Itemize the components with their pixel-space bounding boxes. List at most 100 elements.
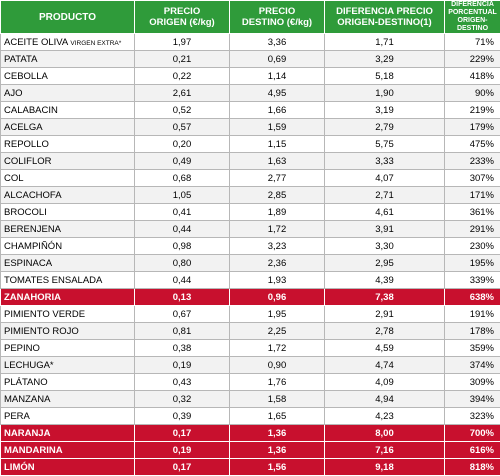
- cell-precio-origen: 0,67: [135, 306, 230, 323]
- product-name: BROCOLI: [4, 207, 47, 218]
- cell-precio-origen: 0,81: [135, 323, 230, 340]
- cell-product: MANDARINA: [1, 442, 135, 459]
- cell-precio-destino: 1,89: [230, 204, 325, 221]
- cell-porcentaje: 323%: [445, 408, 500, 425]
- cell-porcentaje: 339%: [445, 272, 500, 289]
- cell-diferencia: 7,16: [325, 442, 445, 459]
- cell-porcentaje: 818%: [445, 459, 500, 476]
- product-name: NARANJA: [4, 428, 50, 439]
- cell-product: LIMÓN: [1, 459, 135, 476]
- cell-precio-destino: 2,36: [230, 255, 325, 272]
- cell-precio-destino: 1,66: [230, 102, 325, 119]
- cell-porcentaje: 230%: [445, 238, 500, 255]
- cell-product: CALABACIN: [1, 102, 135, 119]
- cell-precio-origen: 2,61: [135, 85, 230, 102]
- product-name: CALABACIN: [4, 105, 58, 116]
- cell-product: ACEITE OLIVA VIRGEN EXTRA*: [1, 34, 135, 51]
- product-name: LECHUGA*: [4, 360, 54, 371]
- cell-precio-destino: 1,72: [230, 221, 325, 238]
- cell-precio-destino: 1,15: [230, 136, 325, 153]
- cell-precio-destino: 1,36: [230, 442, 325, 459]
- product-name: REPOLLO: [4, 139, 49, 150]
- product-name: TOMATES ENSALADA: [4, 275, 102, 286]
- cell-precio-destino: 1,95: [230, 306, 325, 323]
- cell-diferencia: 1,90: [325, 85, 445, 102]
- cell-precio-origen: 0,39: [135, 408, 230, 425]
- cell-diferencia: 4,94: [325, 391, 445, 408]
- cell-precio-origen: 0,17: [135, 425, 230, 442]
- cell-product: COLIFLOR: [1, 153, 135, 170]
- cell-precio-origen: 0,49: [135, 153, 230, 170]
- product-name: COLIFLOR: [4, 156, 52, 167]
- cell-precio-destino: 0,96: [230, 289, 325, 306]
- cell-diferencia: 4,59: [325, 340, 445, 357]
- cell-precio-origen: 0,17: [135, 459, 230, 476]
- header-row: PRODUCTO PRECIO ORIGEN (€/kg) PRECIO DES…: [1, 1, 500, 34]
- cell-precio-destino: 1,93: [230, 272, 325, 289]
- cell-porcentaje: 638%: [445, 289, 500, 306]
- header-precio-destino: PRECIO DESTINO (€/kg): [230, 1, 325, 34]
- product-name: ZANAHORIA: [4, 292, 61, 303]
- cell-product: CEBOLLA: [1, 68, 135, 85]
- cell-precio-destino: 3,23: [230, 238, 325, 255]
- cell-precio-destino: 2,77: [230, 170, 325, 187]
- cell-product: LECHUGA*: [1, 357, 135, 374]
- product-name: CEBOLLA: [4, 71, 48, 82]
- cell-precio-destino: 2,25: [230, 323, 325, 340]
- header-precio-destino-line1: PRECIO: [259, 6, 295, 17]
- cell-precio-origen: 0,21: [135, 51, 230, 68]
- cell-product: MANZANA: [1, 391, 135, 408]
- cell-porcentaje: 475%: [445, 136, 500, 153]
- cell-product: PATATA: [1, 51, 135, 68]
- cell-diferencia: 4,74: [325, 357, 445, 374]
- cell-diferencia: 2,91: [325, 306, 445, 323]
- cell-precio-destino: 1,65: [230, 408, 325, 425]
- cell-porcentaje: 309%: [445, 374, 500, 391]
- product-name: MANZANA: [4, 394, 50, 405]
- product-name: PERA: [4, 411, 30, 422]
- cell-diferencia: 9,18: [325, 459, 445, 476]
- cell-porcentaje: 191%: [445, 306, 500, 323]
- cell-precio-origen: 0,80: [135, 255, 230, 272]
- product-name: COL: [4, 173, 24, 184]
- cell-precio-origen: 0,52: [135, 102, 230, 119]
- cell-product: BROCOLI: [1, 204, 135, 221]
- product-name: BERENJENA: [4, 224, 61, 235]
- cell-diferencia: 4,39: [325, 272, 445, 289]
- cell-porcentaje: 178%: [445, 323, 500, 340]
- cell-product: REPOLLO: [1, 136, 135, 153]
- cell-diferencia: 1,71: [325, 34, 445, 51]
- header-producto-label: PRODUCTO: [39, 12, 96, 23]
- header-diferencia-line1: DIFERENCIA PRECIO: [336, 6, 433, 17]
- cell-product: COL: [1, 170, 135, 187]
- cell-porcentaje: 195%: [445, 255, 500, 272]
- cell-porcentaje: 700%: [445, 425, 500, 442]
- cell-porcentaje: 616%: [445, 442, 500, 459]
- cell-product: BERENJENA: [1, 221, 135, 238]
- cell-diferencia: 4,61: [325, 204, 445, 221]
- cell-precio-destino: 1,63: [230, 153, 325, 170]
- product-name: ALCACHOFA: [4, 190, 62, 201]
- cell-product: ACELGA: [1, 119, 135, 136]
- cell-precio-origen: 0,43: [135, 374, 230, 391]
- cell-diferencia: 3,19: [325, 102, 445, 119]
- header-porcentual-line1: DIFERENCIA: [451, 1, 494, 8]
- header-precio-origen: PRECIO ORIGEN (€/kg): [135, 1, 230, 34]
- cell-precio-origen: 0,98: [135, 238, 230, 255]
- cell-precio-destino: 2,85: [230, 187, 325, 204]
- cell-precio-origen: 0,22: [135, 68, 230, 85]
